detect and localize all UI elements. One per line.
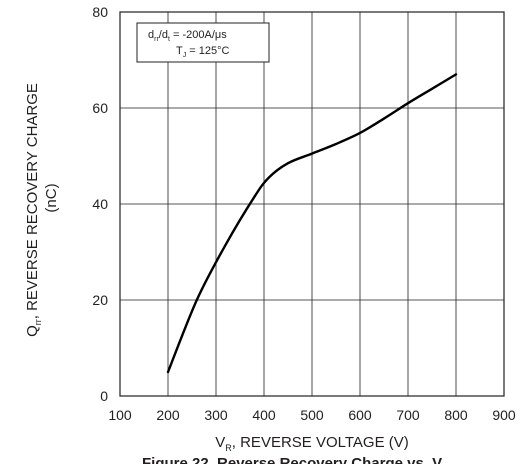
x-tick-label: 700 xyxy=(396,407,420,423)
y-axis-label: Qrr, REVERSE RECOVERY CHARGE xyxy=(24,83,43,337)
x-axis-label-rest: , REVERSE VOLTAGE (V) xyxy=(232,434,409,451)
legend-entry: drr/dt = -200A/μs xyxy=(148,29,227,43)
y-tick-label: 40 xyxy=(92,196,108,212)
x-tick-label: 100 xyxy=(108,407,132,423)
y-tick-label: 80 xyxy=(92,4,108,20)
legend-entry: TJ = 125°C xyxy=(176,45,230,59)
y-tick-label: 0 xyxy=(100,388,108,404)
figure-caption: Figure 22. Reverse Recovery Charge vs. V xyxy=(142,455,442,464)
grid xyxy=(120,12,504,396)
y-axis-label-group: Qrr, REVERSE RECOVERY CHARGE (nC) xyxy=(24,83,60,337)
x-tick-label: 800 xyxy=(444,407,468,423)
x-tick-label: 900 xyxy=(492,407,516,423)
y-tick-label: 20 xyxy=(92,292,108,308)
y-tick-labels: 0 20 40 60 80 xyxy=(92,4,108,404)
x-tick-label: 500 xyxy=(300,407,324,423)
x-tick-label: 200 xyxy=(156,407,180,423)
legend-box xyxy=(136,22,270,63)
y-axis-label-sub: rr xyxy=(33,319,43,325)
x-tick-label: 600 xyxy=(348,407,372,423)
x-axis-label-sub: R xyxy=(225,443,232,453)
plot-frame xyxy=(119,11,505,397)
x-tick-labels: 100 200 300 400 500 600 700 800 900 xyxy=(108,407,516,423)
legend: drr/dt = -200A/μs TJ = 125°C xyxy=(136,22,270,63)
x-tick-label: 300 xyxy=(204,407,228,423)
x-axis-label-main: V xyxy=(215,434,225,451)
x-axis-label: VR, REVERSE VOLTAGE (V) xyxy=(215,434,409,453)
series-line xyxy=(166,73,458,374)
y-axis-label-rest: , REVERSE RECOVERY CHARGE xyxy=(24,83,41,319)
series-layer xyxy=(166,73,458,374)
y-tick-label: 60 xyxy=(92,100,108,116)
x-tick-label: 400 xyxy=(252,407,276,423)
y-axis-label-main: Q xyxy=(24,325,41,337)
y-axis-label-unit: (nC) xyxy=(43,183,60,212)
